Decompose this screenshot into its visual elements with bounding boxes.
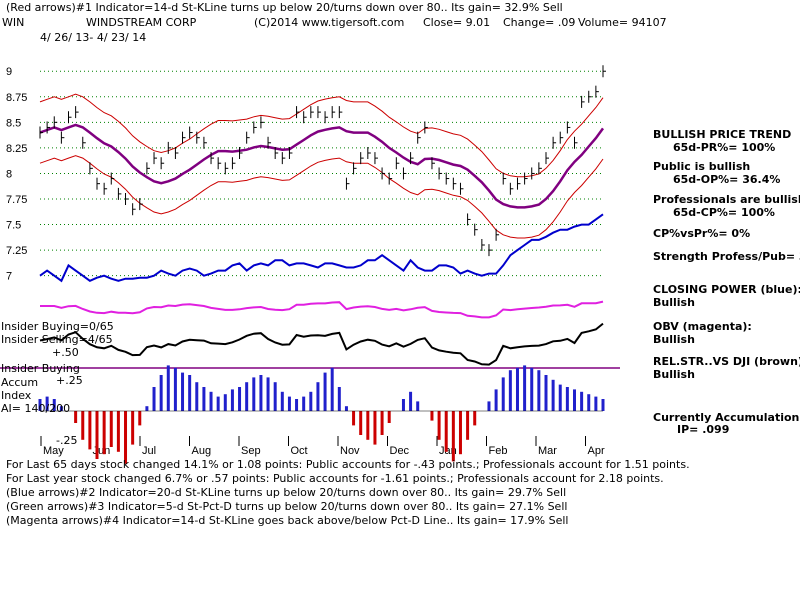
cp-value: 65d-CP%= 100% <box>673 206 775 219</box>
accumulation-status: Currently Accumulation <box>653 411 800 424</box>
company-name: WINDSTREAM CORP <box>86 16 197 29</box>
footer-65day: For Last 65 days stock changed 14.1% or … <box>6 458 690 471</box>
y-tick-label: 8.75 <box>6 92 27 104</box>
x-month-label: Aug <box>192 445 212 457</box>
ip-value: IP= .099 <box>677 423 730 436</box>
insider-buying-count: Insider Buying=0/65 <box>1 320 114 333</box>
op-value: 65d-OP%= 36.4% <box>673 173 781 186</box>
accum-scale-plus: +.25 <box>56 374 83 387</box>
closing-power-value: Bullish <box>653 296 695 309</box>
footer-magenta-arrows: (Magenta arrows)#4 Indicator=14-d St-KLi… <box>6 514 569 527</box>
obv-line <box>40 300 604 319</box>
index-label: Index <box>1 389 32 402</box>
volume: Volume= 94107 <box>578 16 667 29</box>
close-price: Close= 9.01 <box>423 16 491 29</box>
date-range: 4/ 26/ 13- 4/ 23/ 14 <box>40 31 147 44</box>
relstr-heading: REL.STR..VS DJI (brown): <box>653 355 800 368</box>
y-tick-label: 8.25 <box>6 143 27 155</box>
x-month-label: Mar <box>538 445 557 457</box>
x-month-label: Oct <box>291 445 308 457</box>
closing-power-line <box>39 213 604 283</box>
x-month-label: Dec <box>390 445 410 457</box>
upper-band-line <box>39 93 604 178</box>
footer-blue-arrows: (Blue arrows)#2 Indicator=20-d St-KLine … <box>6 486 567 499</box>
public-bullish: Public is bullish <box>653 160 751 173</box>
indicator-1-text: (Red arrows)#1 Indicator=14-d St-KLine t… <box>6 1 563 14</box>
relstr-value: Bullish <box>653 368 695 381</box>
obv-scale-label: +.50 <box>52 346 79 359</box>
obv-value: Bullish <box>653 333 695 346</box>
cp-vs-pr: CP%vsPr%= 0% <box>653 227 751 240</box>
copyright-source: (C)2014 www.tigersoft.com <box>254 16 405 29</box>
x-month-label: Nov <box>340 445 360 457</box>
strength-ratio: Strength Profess/Pub= 3.5 <box>653 250 800 263</box>
accum-label: Accum <box>1 376 39 389</box>
x-month-label: Apr <box>588 445 605 457</box>
x-month-label: Sep <box>241 445 261 457</box>
footer-green-arrows: (Green arrows)#3 Indicator=5-d St-Pct-D … <box>6 500 568 513</box>
y-tick-label: 7.5 <box>6 220 21 232</box>
ticker-symbol: WIN <box>2 16 25 29</box>
bullish-trend-heading: BULLISH PRICE TREND <box>653 128 792 141</box>
relative-strength-line <box>39 322 604 366</box>
footer-year: For Last year stock changed 6.7% or .57 … <box>6 472 664 485</box>
obv-heading: OBV (magenta): <box>653 320 752 333</box>
insider-buying-label: Insider Buying <box>1 362 80 375</box>
x-month-label: Jun <box>93 445 111 457</box>
y-tick-label: 9 <box>6 66 12 78</box>
x-month-label: May <box>43 445 64 457</box>
y-tick-label: 7 <box>6 271 12 283</box>
closing-power-heading: CLOSING POWER (blue): <box>653 283 800 296</box>
accum-scale-minus: -.25 <box>56 434 78 447</box>
y-tick-label: 8 <box>6 168 12 180</box>
y-tick-label: 8.5 <box>6 117 21 129</box>
lower-band-line <box>39 155 604 239</box>
y-tick-label: 7.75 <box>6 194 27 206</box>
y-tick-label: 7.25 <box>6 245 27 257</box>
price-change: Change= .09 <box>503 16 576 29</box>
x-month-label: Jul <box>142 445 156 457</box>
insider-selling-count: Insider Selling=4/65 <box>1 333 113 346</box>
moving-average-line <box>39 123 605 209</box>
pros-bullish: Professionals are bullish <box>653 193 800 206</box>
pr-value: 65d-PR%= 100% <box>673 141 776 154</box>
ai-label: AI= 140/200 <box>1 402 71 415</box>
x-month-label: Feb <box>489 445 508 457</box>
